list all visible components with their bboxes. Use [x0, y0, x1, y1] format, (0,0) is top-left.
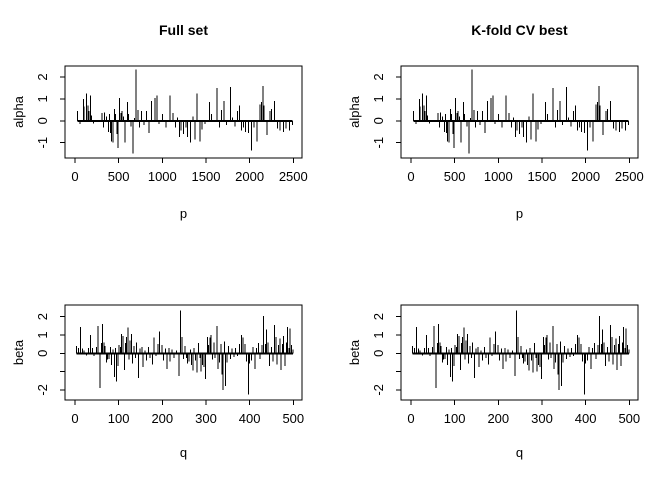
x-tick-label: 300: [195, 411, 217, 426]
x-axis-label: q: [180, 445, 187, 460]
x-tick-label: 1000: [484, 169, 513, 184]
y-tick-label: 2: [35, 73, 50, 80]
x-tick-label: 2500: [279, 169, 308, 184]
y-tick-label: 0: [35, 350, 50, 357]
x-tick-label: 2000: [235, 169, 264, 184]
y-axis-label: beta: [11, 339, 26, 365]
panel-title: K-fold CV best: [471, 22, 568, 38]
y-tick-label: 1: [35, 331, 50, 338]
y-tick-label: 0: [371, 350, 386, 357]
y-axis-label: beta: [347, 339, 362, 365]
x-tick-label: 0: [407, 169, 414, 184]
panel-kfold-cv-beta: 0 100 200 300 400 500 -2 0 1 2 q beta: [347, 304, 640, 460]
x-tick-label: 1000: [148, 169, 177, 184]
y-tick-label: 1: [35, 95, 50, 102]
y-tick-label: -2: [35, 384, 50, 396]
x-tick-label: 500: [444, 169, 466, 184]
y-tick-label: 1: [371, 95, 386, 102]
x-tick-label: 100: [108, 411, 130, 426]
panel-title: Full set: [159, 22, 208, 38]
y-tick-label: 0: [371, 117, 386, 124]
plot-box: [64, 65, 303, 159]
plot-box: [400, 65, 639, 159]
x-tick-label: 200: [487, 411, 509, 426]
x-tick-label: 0: [407, 411, 414, 426]
x-axis-label: p: [516, 206, 523, 221]
panel-full-set-beta: 0 100 200 300 400 500 -2 0 1 2 q beta: [11, 304, 304, 460]
panel-full-set-alpha: 0 500 1000 1500 2000 2500 -1 0 1 2 p alpha Full set: [11, 22, 308, 221]
x-tick-label: 0: [71, 411, 78, 426]
y-tick-label: -1: [371, 137, 386, 149]
plot-box: [400, 304, 639, 401]
x-tick-label: 400: [239, 411, 261, 426]
panel-kfold-cv-alpha: 0 500 1000 1500 2000 2500 -1 0 1 2 p alpha K-fold CV…: [347, 22, 644, 221]
x-tick-label: 100: [444, 411, 466, 426]
x-axis-label: p: [180, 206, 187, 221]
y-tick-label: 0: [35, 117, 50, 124]
y-tick-label: 2: [371, 313, 386, 320]
x-tick-label: 2000: [571, 169, 600, 184]
y-tick-label: 2: [371, 73, 386, 80]
y-tick-label: -2: [371, 384, 386, 396]
y-tick-label: 1: [371, 331, 386, 338]
plot-box: [64, 304, 303, 401]
y-axis-label: alpha: [11, 95, 26, 128]
y-axis-label: alpha: [347, 95, 362, 128]
x-tick-label: 1500: [192, 169, 221, 184]
x-axis-label: q: [516, 445, 523, 460]
y-tick-label: -1: [35, 137, 50, 149]
x-tick-label: 500: [108, 169, 130, 184]
x-tick-label: 0: [71, 169, 78, 184]
x-tick-label: 500: [618, 411, 640, 426]
x-tick-label: 300: [531, 411, 553, 426]
x-tick-label: 1500: [528, 169, 557, 184]
x-tick-label: 400: [575, 411, 597, 426]
x-tick-label: 2500: [615, 169, 644, 184]
x-tick-label: 500: [282, 411, 304, 426]
x-tick-label: 200: [151, 411, 173, 426]
y-tick-label: 2: [35, 313, 50, 320]
